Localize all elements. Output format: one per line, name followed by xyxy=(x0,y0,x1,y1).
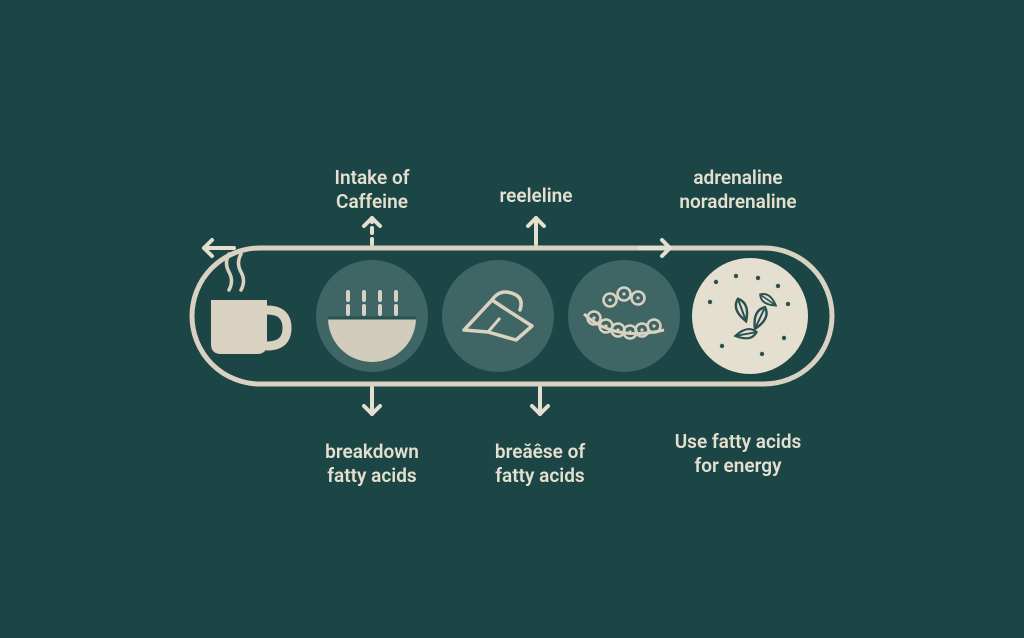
label-breakdown-fatty: breakdown fatty acids xyxy=(282,440,462,488)
label-brease-fatty: breăêse of fatty acids xyxy=(450,440,630,488)
stage-circle-4 xyxy=(692,258,808,374)
label-reeleline: reeleline xyxy=(456,184,616,208)
infographic-stage: Intake of Caffeine reeleline adrenaline … xyxy=(0,0,1024,638)
stage-circle-2 xyxy=(442,260,554,372)
label-adrenaline: adrenaline noradrenaline xyxy=(638,166,838,214)
coffee-mug-icon xyxy=(211,254,287,354)
diagram-svg xyxy=(0,0,1024,638)
label-intake-caffeine: Intake of Caffeine xyxy=(292,166,452,214)
label-use-fatty-energy: Use fatty acids for energy xyxy=(638,430,838,478)
